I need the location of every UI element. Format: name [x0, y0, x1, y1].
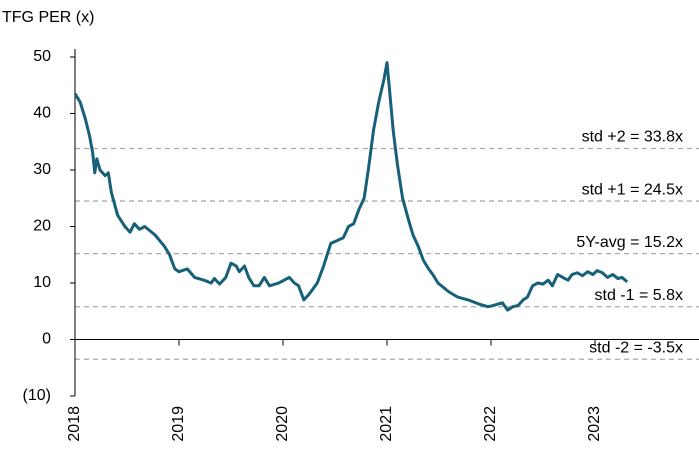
y-tick-label: 50: [33, 48, 51, 65]
reference-label: std -1 = 5.8x: [595, 287, 684, 304]
y-tick-label: 0: [42, 331, 51, 348]
reference-label: 5Y-avg = 15.2x: [576, 234, 683, 251]
data-line: [73, 61, 629, 312]
x-tick-label: 2020: [274, 406, 291, 442]
y-tick-label: (10): [23, 387, 51, 404]
x-tick-label: 2019: [170, 406, 187, 442]
x-tick-label: 2021: [378, 406, 395, 442]
x-tick-label: 2022: [482, 406, 499, 442]
x-tick-label: 2018: [66, 406, 83, 442]
reference-label: std +2 = 33.8x: [582, 129, 683, 146]
reference-label: std +1 = 24.5x: [582, 181, 683, 198]
y-tick-label: 40: [33, 105, 51, 122]
y-tick-label: 20: [33, 218, 51, 235]
y-tick-label: 30: [33, 161, 51, 178]
chart-title: TFG PER (x): [2, 9, 94, 26]
y-tick-label: 10: [33, 274, 51, 291]
x-tick-label: 2023: [586, 406, 603, 442]
reference-label: std -2 = -3.5x: [589, 339, 683, 356]
